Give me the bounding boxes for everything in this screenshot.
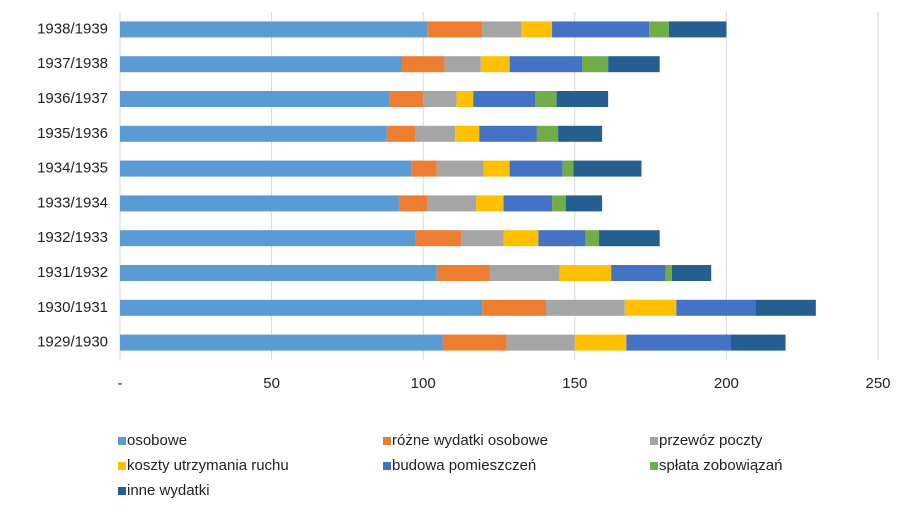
bar-segment — [120, 91, 390, 107]
bar-segment — [427, 195, 477, 212]
bar-segment — [411, 160, 437, 177]
legend-swatch — [650, 437, 658, 445]
y-tick-label: 1932/1933 — [37, 229, 108, 246]
legend-label: różne wydatki osobowe — [392, 432, 548, 449]
legend-label: inne wydatki — [127, 482, 210, 499]
bar-segment — [573, 160, 642, 177]
legend-label: budowa pomieszczeń — [392, 457, 536, 474]
bar-segment — [582, 56, 609, 73]
y-tick-label: 1931/1932 — [37, 264, 108, 281]
bar-segment — [442, 334, 507, 351]
y-tick-label: 1929/1930 — [37, 334, 108, 351]
y-tick-label: 1938/1939 — [37, 20, 108, 37]
bar-segment — [574, 334, 627, 351]
bar-segment — [668, 21, 727, 38]
bar-segment — [386, 125, 416, 142]
bar-segment — [665, 265, 672, 281]
bar-segment — [415, 230, 462, 247]
bar-segment — [506, 334, 575, 351]
bar-segment — [455, 125, 480, 142]
bar-segment — [552, 195, 566, 212]
bar-segment — [415, 125, 456, 142]
y-tick-label: 1935/1936 — [37, 125, 108, 142]
bar-segment — [482, 21, 522, 38]
x-tick-label: - — [118, 375, 123, 392]
bar-segment — [120, 334, 443, 351]
bar-segment — [398, 195, 428, 212]
bar-segment — [483, 160, 510, 177]
bar-segment — [503, 195, 553, 212]
bar-segment — [556, 91, 609, 107]
bar-segment — [461, 230, 504, 247]
bar-segment — [503, 230, 539, 247]
legend-label: przewóz poczty — [659, 432, 763, 449]
x-tick-label: 250 — [865, 375, 890, 392]
bar-segment — [509, 56, 583, 73]
bar-segment — [558, 125, 603, 142]
bar-segment — [120, 160, 412, 177]
bar-segment — [559, 265, 612, 281]
bar-segment — [436, 160, 484, 177]
bar-segment — [538, 230, 586, 247]
bar-segment — [565, 195, 603, 212]
bar-segment — [456, 91, 474, 107]
x-tick-label: 50 — [263, 375, 280, 392]
bar-segment — [401, 56, 445, 73]
bar-segment — [676, 299, 756, 316]
bar-segment — [427, 21, 483, 38]
x-tick-label: 150 — [562, 375, 587, 392]
legend-label: osobowe — [127, 432, 187, 449]
y-tick-label: 1930/1931 — [37, 299, 108, 316]
bar-segment — [389, 91, 424, 107]
bar-segment — [120, 195, 399, 212]
bar-segment — [444, 56, 481, 73]
bar-segment — [585, 230, 600, 247]
bar-segment — [482, 299, 546, 316]
bar-segment — [599, 230, 660, 247]
legend-swatch — [383, 437, 391, 445]
bar-segment — [608, 56, 660, 73]
bar-segment — [624, 299, 677, 316]
y-tick-label: 1936/1937 — [37, 90, 108, 107]
bar-segment — [730, 334, 786, 351]
bar-segment — [649, 21, 669, 38]
bar-segment — [479, 125, 537, 142]
bar-segment — [476, 195, 504, 212]
bar-segment — [120, 56, 402, 73]
bar-segment — [423, 91, 457, 107]
bar-segment — [671, 265, 712, 281]
legend-swatch — [118, 462, 126, 470]
x-tick-label: 100 — [411, 375, 436, 392]
bar-segment — [436, 265, 490, 281]
bar-segment — [120, 299, 483, 316]
bar-segment — [489, 265, 560, 281]
bar-segment — [611, 265, 666, 281]
bar-segment — [626, 334, 731, 351]
bar-segment — [536, 125, 559, 142]
legend-swatch — [118, 437, 126, 445]
bar-segment — [509, 160, 563, 177]
legend-swatch — [118, 487, 126, 495]
bar-segment — [552, 21, 650, 38]
legend-swatch — [650, 462, 658, 470]
y-tick-label: 1934/1935 — [37, 160, 108, 177]
legend-label: spłata zobowiązań — [659, 457, 782, 474]
y-tick-label: 1937/1938 — [37, 55, 108, 72]
bar-segment — [120, 230, 416, 247]
bar-segment — [535, 91, 557, 107]
bar-segment — [120, 265, 437, 281]
legend-swatch — [383, 462, 391, 470]
legend-label: koszty utrzymania ruchu — [127, 457, 289, 474]
bar-segment — [562, 160, 574, 177]
bar-segment — [521, 21, 553, 38]
bar-segment — [120, 125, 387, 142]
x-tick-label: 200 — [714, 375, 739, 392]
y-tick-label: 1933/1934 — [37, 194, 108, 211]
bar-segment — [545, 299, 625, 316]
bar-segment — [473, 91, 536, 107]
bar-segment — [755, 299, 816, 316]
bar-segment — [480, 56, 510, 73]
bar-segment — [120, 21, 428, 38]
